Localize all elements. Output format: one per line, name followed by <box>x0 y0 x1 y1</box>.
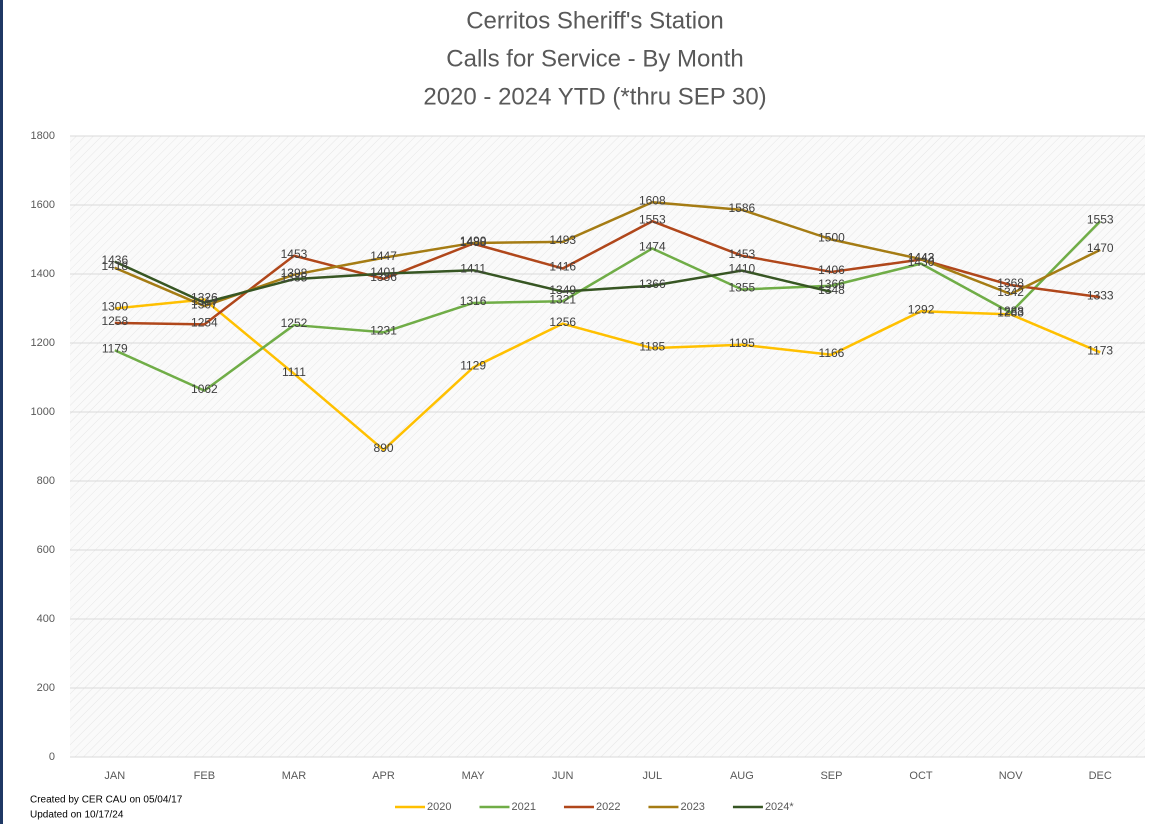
data-label: 1385 <box>281 270 308 284</box>
data-label: 1355 <box>729 281 756 295</box>
x-tick-label: SEP <box>820 770 842 782</box>
data-label: 1488 <box>460 235 487 249</box>
data-label: 1366 <box>639 277 666 291</box>
data-label: 1368 <box>997 276 1024 290</box>
x-tick-label: JUN <box>552 770 573 782</box>
data-label: 1406 <box>818 263 845 277</box>
data-label: 1326 <box>191 291 218 305</box>
y-tick-label: 1600 <box>31 199 55 211</box>
data-label: 1349 <box>549 283 576 297</box>
y-tick-label: 800 <box>37 475 55 487</box>
data-label: 1317 <box>191 294 218 308</box>
x-tick-label: MAY <box>462 770 486 782</box>
note: Created by CER CAU on 05/04/17 <box>30 795 183 806</box>
chart-title: Cerritos Sheriff's Station <box>466 7 724 34</box>
series-line <box>114 220 1102 392</box>
data-label: 1185 <box>639 339 665 353</box>
data-label: 1411 <box>460 261 486 275</box>
data-label: 1447 <box>370 249 397 263</box>
data-label: 1195 <box>729 336 755 350</box>
x-tick-label: JUL <box>643 770 663 782</box>
data-label: 1288 <box>997 304 1024 318</box>
left-border <box>0 0 3 824</box>
data-label: 1173 <box>1087 343 1113 357</box>
data-label: 1474 <box>639 240 666 254</box>
data-label: 1062 <box>191 382 218 396</box>
data-label: 1231 <box>370 323 397 337</box>
y-tick-label: 0 <box>49 751 55 763</box>
data-label: 1553 <box>1087 212 1114 226</box>
data-label: 1366 <box>818 277 845 291</box>
y-tick-label: 1200 <box>31 337 55 349</box>
data-label: 1586 <box>729 201 756 215</box>
data-label: 1490 <box>460 234 487 248</box>
data-label: 1493 <box>549 233 576 247</box>
x-tick-label: OCT <box>909 770 933 782</box>
x-tick-label: JAN <box>104 770 125 782</box>
data-label: 1254 <box>191 316 218 330</box>
data-label: 1470 <box>1087 241 1114 255</box>
y-tick-label: 200 <box>37 682 55 694</box>
data-label: 1442 <box>908 251 935 265</box>
y-tick-label: 400 <box>37 613 55 625</box>
data-label: 1316 <box>460 294 487 308</box>
data-label: 1256 <box>549 315 576 329</box>
data-label: 1348 <box>818 283 845 297</box>
x-tick-label: APR <box>372 770 395 782</box>
data-label: 1416 <box>549 260 576 274</box>
legend-label: 2022 <box>596 801 620 813</box>
data-label: 1443 <box>908 250 935 264</box>
x-tick-label: FEB <box>194 770 215 782</box>
data-label: 1386 <box>370 270 397 284</box>
x-tick-label: DEC <box>1089 770 1112 782</box>
data-label: 1453 <box>729 247 756 261</box>
data-label: 1166 <box>819 346 845 360</box>
legend-label: 2020 <box>427 801 451 813</box>
data-label: 1111 <box>282 365 306 379</box>
series-line <box>114 260 832 304</box>
legend-label: 2024* <box>765 801 794 813</box>
data-label: 1292 <box>908 302 935 316</box>
data-label: 1453 <box>281 247 308 261</box>
data-label: 1436 <box>101 253 128 267</box>
y-tick-label: 1400 <box>31 268 55 280</box>
data-label: 1179 <box>102 341 128 355</box>
series-line <box>114 200 1101 308</box>
data-label: 1430 <box>908 255 935 269</box>
data-label: 1283 <box>997 306 1024 320</box>
data-label: 1258 <box>101 314 128 328</box>
data-label: 1321 <box>549 292 576 306</box>
chart-subtitle: 2020 - 2024 YTD (*thru SEP 30) <box>423 83 766 110</box>
data-label: 1500 <box>818 231 845 245</box>
legend-label: 2021 <box>511 801 535 813</box>
plot-area <box>70 136 1145 757</box>
data-label: 1342 <box>997 285 1024 299</box>
legend-label: 2023 <box>680 801 704 813</box>
note: Updated on 10/17/24 <box>30 810 124 821</box>
x-tick-label: NOV <box>999 770 1024 782</box>
chart-subtitle: Calls for Service - By Month <box>446 45 743 72</box>
y-tick-label: 1800 <box>31 130 55 142</box>
y-tick-label: 600 <box>37 544 55 556</box>
data-label: 890 <box>374 441 394 455</box>
x-tick-label: AUG <box>730 770 754 782</box>
data-label: 1401 <box>370 265 397 279</box>
data-label: 1307 <box>191 297 218 311</box>
data-label: 1410 <box>729 262 756 276</box>
data-label: 1333 <box>1087 288 1114 302</box>
data-label: 1252 <box>281 316 308 330</box>
data-label: 1608 <box>639 193 666 207</box>
data-label: 1300 <box>101 300 128 314</box>
data-label: 1398 <box>281 266 308 280</box>
x-tick-label: MAR <box>282 770 307 782</box>
data-label: 1129 <box>460 359 486 373</box>
y-tick-label: 1000 <box>31 406 55 418</box>
data-label: 1553 <box>639 212 666 226</box>
series-line <box>114 298 1101 452</box>
data-label: 1418 <box>101 259 128 273</box>
